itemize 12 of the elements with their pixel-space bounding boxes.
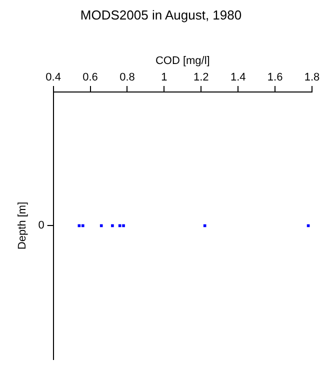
x-tick-label: 0.8 <box>120 71 135 84</box>
chart-title: MODS2005 in August, 1980 <box>80 7 242 22</box>
y-tick-label: 0 <box>38 220 44 232</box>
x-tick-label: 1.6 <box>267 71 283 84</box>
x-tick-label: 1 <box>161 71 168 84</box>
x-tick-label: 0.4 <box>46 71 61 84</box>
x-tick-label: 0.6 <box>82 71 98 84</box>
x-tick-label: 1.8 <box>304 71 320 84</box>
x-tick-label: 1.4 <box>230 71 246 84</box>
x-tick-label: 1.2 <box>193 71 209 84</box>
x-axis-title: COD [mg/l] <box>155 55 210 68</box>
y-axis-title: Depth [m] <box>16 202 29 250</box>
